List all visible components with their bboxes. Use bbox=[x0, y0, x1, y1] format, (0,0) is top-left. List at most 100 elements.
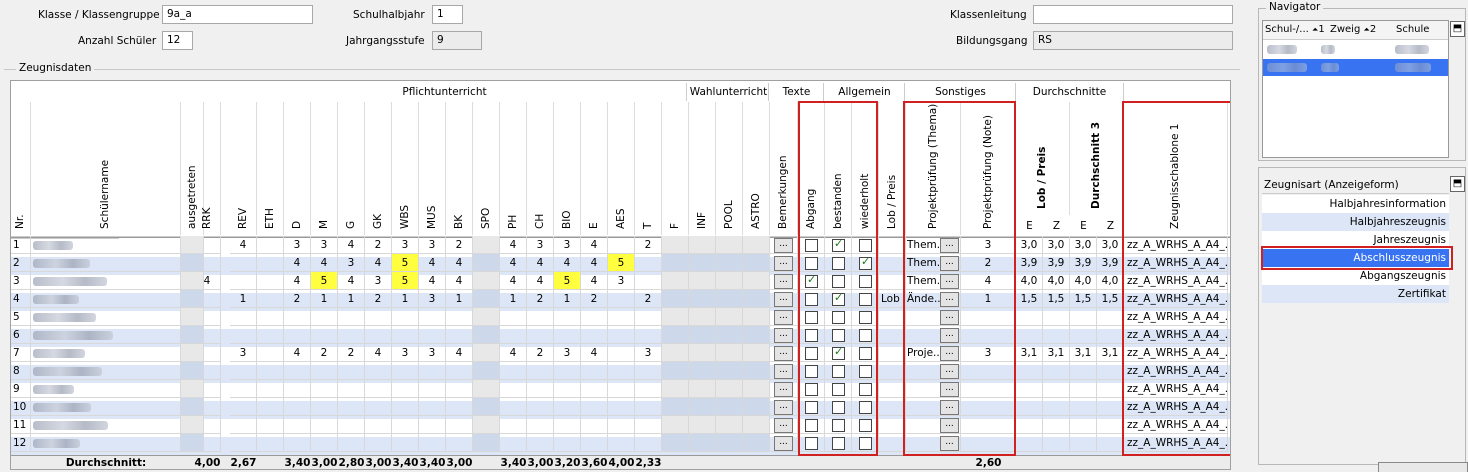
grade-cell[interactable] bbox=[257, 254, 284, 272]
schablone-cell[interactable]: zz_A_WRHS_A_A4_... bbox=[1124, 236, 1228, 254]
grade-cell[interactable] bbox=[284, 326, 311, 344]
navigator-row-selected[interactable] bbox=[1263, 59, 1448, 76]
col-bk[interactable]: BK bbox=[446, 102, 473, 235]
grade-cell[interactable] bbox=[743, 434, 770, 452]
grade-cell[interactable]: 2 bbox=[635, 290, 662, 308]
col-f[interactable]: F bbox=[662, 102, 689, 235]
grade-cell[interactable] bbox=[181, 434, 204, 452]
thema-cell[interactable] bbox=[906, 434, 961, 452]
grade-cell[interactable]: 4 bbox=[419, 272, 446, 290]
grade-cell[interactable] bbox=[554, 434, 581, 452]
grade-cell[interactable]: 5 bbox=[554, 272, 581, 290]
grade-cell[interactable]: 4 bbox=[230, 236, 257, 254]
grade-cell[interactable] bbox=[181, 272, 204, 290]
grade-cell[interactable]: 2 bbox=[527, 344, 554, 362]
thema-cell[interactable] bbox=[906, 362, 961, 380]
note-cell[interactable]: 3 bbox=[961, 236, 1016, 254]
grade-cell[interactable] bbox=[716, 326, 743, 344]
grade-cell[interactable] bbox=[608, 344, 635, 362]
grade-cell[interactable] bbox=[581, 326, 608, 344]
grade-cell[interactable] bbox=[181, 416, 204, 434]
grade-cell[interactable] bbox=[338, 362, 365, 380]
bemerkungen-button[interactable]: ... bbox=[774, 328, 793, 343]
grade-cell[interactable]: 2 bbox=[338, 344, 365, 362]
grade-cell[interactable] bbox=[392, 380, 419, 398]
abgang-checkbox[interactable] bbox=[805, 347, 818, 360]
grade-cell[interactable] bbox=[419, 434, 446, 452]
schablone-cell[interactable]: zz_A_WRHS_A_A4_... bbox=[1124, 272, 1228, 290]
grade-cell[interactable] bbox=[419, 416, 446, 434]
grade-cell[interactable] bbox=[473, 236, 500, 254]
table-row[interactable] bbox=[11, 419, 1230, 437]
grade-cell[interactable] bbox=[257, 434, 284, 452]
abgang-checkbox[interactable] bbox=[805, 239, 818, 252]
grade-cell[interactable] bbox=[181, 326, 204, 344]
grade-cell[interactable] bbox=[581, 398, 608, 416]
grade-cell[interactable]: 1 bbox=[311, 290, 338, 308]
grade-cell[interactable]: 4 bbox=[311, 254, 338, 272]
wiederholt-checkbox[interactable] bbox=[859, 365, 872, 378]
navigator-col-schule[interactable]: Schule bbox=[1396, 24, 1430, 35]
col-m[interactable]: M bbox=[311, 102, 338, 235]
grade-cell[interactable] bbox=[743, 344, 770, 362]
thema-cell[interactable] bbox=[906, 380, 961, 398]
grade-cell[interactable] bbox=[608, 326, 635, 344]
col-bio[interactable]: BIO bbox=[554, 102, 581, 235]
col-g[interactable]: G bbox=[338, 102, 365, 235]
grade-cell[interactable] bbox=[194, 254, 221, 272]
col-wbs[interactable]: WBS bbox=[392, 102, 419, 235]
col-rev[interactable]: REV bbox=[230, 102, 257, 235]
grade-cell[interactable] bbox=[554, 362, 581, 380]
grade-cell[interactable] bbox=[473, 398, 500, 416]
grade-cell[interactable] bbox=[581, 434, 608, 452]
navigator-filter-icon[interactable]: ⬒ bbox=[1450, 21, 1465, 37]
grade-cell[interactable] bbox=[181, 380, 204, 398]
thema-button[interactable]: ... bbox=[940, 400, 959, 415]
grade-cell[interactable] bbox=[365, 362, 392, 380]
grade-cell[interactable] bbox=[743, 398, 770, 416]
col-projekt-thema[interactable]: Projektprüfung (Thema) bbox=[906, 102, 961, 235]
grade-cell[interactable] bbox=[581, 416, 608, 434]
jahrgang-field[interactable]: 9 bbox=[432, 31, 482, 50]
abgang-checkbox[interactable] bbox=[805, 329, 818, 342]
col-ph[interactable]: PH bbox=[500, 102, 527, 235]
wiederholt-checkbox[interactable] bbox=[859, 329, 872, 342]
grade-cell[interactable] bbox=[392, 434, 419, 452]
grade-cell[interactable]: 5 bbox=[608, 254, 635, 272]
zeugnisart-item-halbjahreszeugnis[interactable]: Halbjahreszeugnis bbox=[1262, 213, 1449, 231]
abgang-checkbox[interactable] bbox=[805, 401, 818, 414]
wiederholt-checkbox[interactable] bbox=[859, 419, 872, 432]
grade-cell[interactable] bbox=[194, 290, 221, 308]
grade-cell[interactable] bbox=[635, 380, 662, 398]
grade-cell[interactable] bbox=[500, 362, 527, 380]
grade-cell[interactable] bbox=[230, 434, 257, 452]
grade-cell[interactable] bbox=[473, 380, 500, 398]
grade-cell[interactable]: 2 bbox=[365, 290, 392, 308]
bemerkungen-button[interactable]: ... bbox=[774, 418, 793, 433]
grade-cell[interactable] bbox=[662, 344, 689, 362]
bemerkungen-button[interactable]: ... bbox=[774, 274, 793, 289]
bestanden-checkbox[interactable] bbox=[832, 401, 845, 414]
col-durchschnitt-3[interactable]: Durchschnitt 3 bbox=[1070, 102, 1124, 215]
grade-cell[interactable] bbox=[392, 326, 419, 344]
grade-cell[interactable] bbox=[365, 398, 392, 416]
grade-cell[interactable] bbox=[230, 398, 257, 416]
bestanden-checkbox[interactable] bbox=[832, 311, 845, 324]
schablone-cell[interactable]: zz_A_WRHS_A_A4_... bbox=[1124, 416, 1228, 434]
col-lob-preis[interactable]: Lob / Preis bbox=[879, 102, 906, 235]
lob-cell[interactable] bbox=[879, 326, 906, 344]
note-cell[interactable]: 1 bbox=[961, 290, 1016, 308]
grade-cell[interactable]: 4 bbox=[446, 254, 473, 272]
grade-cell[interactable]: 5 bbox=[311, 272, 338, 290]
grade-cell[interactable] bbox=[716, 290, 743, 308]
grade-cell[interactable] bbox=[527, 362, 554, 380]
grade-cell[interactable] bbox=[716, 272, 743, 290]
grade-cell[interactable] bbox=[473, 254, 500, 272]
grade-cell[interactable] bbox=[392, 362, 419, 380]
grade-cell[interactable] bbox=[581, 362, 608, 380]
bestanden-checkbox[interactable] bbox=[832, 365, 845, 378]
grade-cell[interactable] bbox=[446, 308, 473, 326]
thema-button[interactable]: ... bbox=[940, 256, 959, 271]
grade-cell[interactable]: 3 bbox=[284, 236, 311, 254]
grade-cell[interactable] bbox=[716, 236, 743, 254]
